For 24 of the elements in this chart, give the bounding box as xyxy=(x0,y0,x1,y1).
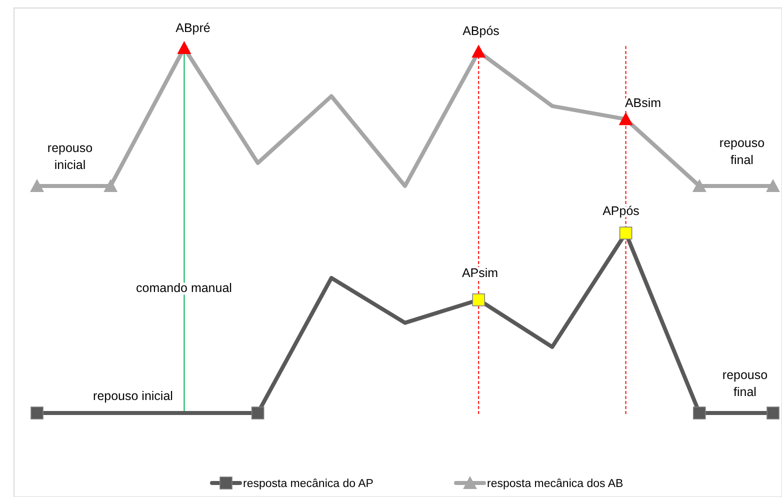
point xyxy=(619,226,632,240)
text: ABpós xyxy=(462,24,500,38)
point xyxy=(104,178,118,192)
text: ABpré xyxy=(176,21,210,35)
legend-label: resposta mecânica dos AB xyxy=(487,478,624,490)
point xyxy=(30,406,44,420)
annotation: repouso inicial xyxy=(93,389,173,403)
annotation: repouso final xyxy=(722,368,768,399)
point xyxy=(251,406,264,420)
annotation: repouso final xyxy=(719,136,765,167)
legend-label: resposta mecânica do AP xyxy=(243,478,374,490)
point xyxy=(472,293,485,306)
annotation: repouso inicial xyxy=(47,141,93,172)
point xyxy=(766,178,780,192)
point xyxy=(693,406,706,420)
annotation: ABsim xyxy=(624,96,662,110)
annotation: APsim xyxy=(462,266,498,280)
point xyxy=(692,178,706,192)
point xyxy=(472,44,486,58)
point xyxy=(177,41,192,54)
annotation: APpós xyxy=(602,204,640,218)
point xyxy=(30,178,44,192)
point xyxy=(766,406,780,420)
point xyxy=(618,112,633,126)
